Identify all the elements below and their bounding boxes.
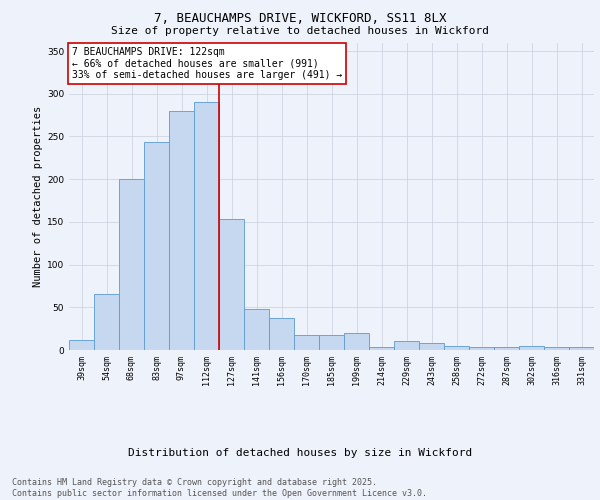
Bar bbox=[469, 348, 494, 350]
Text: 7 BEAUCHAMPS DRIVE: 122sqm
← 66% of detached houses are smaller (991)
33% of sem: 7 BEAUCHAMPS DRIVE: 122sqm ← 66% of deta… bbox=[71, 47, 342, 80]
Bar bbox=[394, 342, 419, 350]
Text: Distribution of detached houses by size in Wickford: Distribution of detached houses by size … bbox=[128, 448, 472, 458]
Text: Contains HM Land Registry data © Crown copyright and database right 2025.
Contai: Contains HM Land Registry data © Crown c… bbox=[12, 478, 427, 498]
Bar bbox=[144, 142, 169, 350]
Bar bbox=[169, 111, 194, 350]
Bar bbox=[494, 348, 519, 350]
Bar bbox=[294, 334, 319, 350]
Bar bbox=[569, 348, 594, 350]
Bar bbox=[419, 343, 444, 350]
Bar bbox=[369, 348, 394, 350]
Bar bbox=[244, 309, 269, 350]
Y-axis label: Number of detached properties: Number of detached properties bbox=[33, 106, 43, 287]
Bar bbox=[94, 294, 119, 350]
Text: 7, BEAUCHAMPS DRIVE, WICKFORD, SS11 8LX: 7, BEAUCHAMPS DRIVE, WICKFORD, SS11 8LX bbox=[154, 12, 446, 26]
Bar bbox=[444, 346, 469, 350]
Bar bbox=[519, 346, 544, 350]
Bar bbox=[219, 220, 244, 350]
Bar bbox=[69, 340, 94, 350]
Text: Size of property relative to detached houses in Wickford: Size of property relative to detached ho… bbox=[111, 26, 489, 36]
Bar bbox=[344, 333, 369, 350]
Bar bbox=[319, 334, 344, 350]
Bar bbox=[544, 348, 569, 350]
Bar bbox=[269, 318, 294, 350]
Bar bbox=[119, 179, 144, 350]
Bar bbox=[194, 102, 219, 350]
